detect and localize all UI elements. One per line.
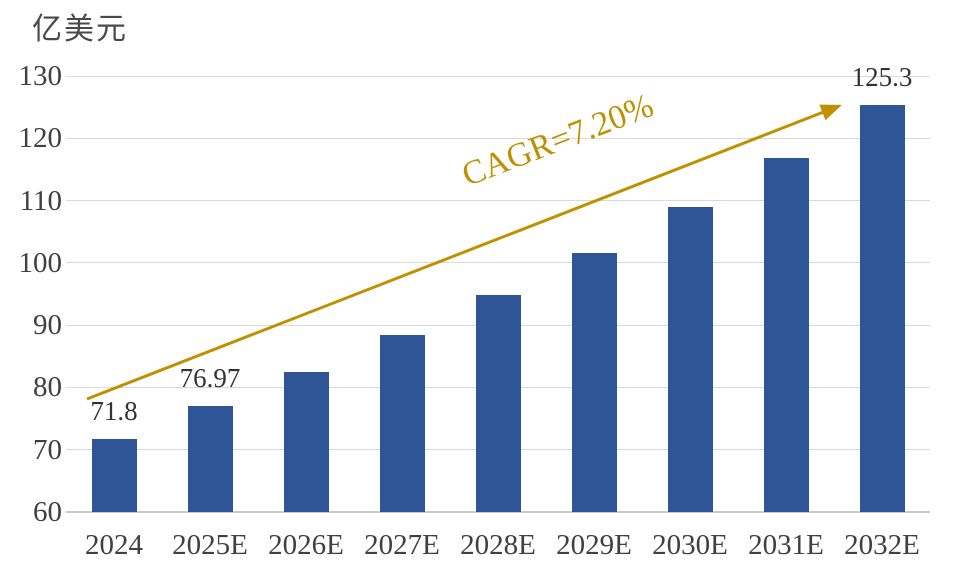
bar-value-label-2032E: 125.3 — [851, 62, 913, 93]
y-axis-tick-130: 130 — [18, 60, 63, 92]
bar-2028E — [475, 295, 521, 512]
bar-2027E — [379, 334, 425, 512]
x-axis-label-2027E: 2027E — [364, 529, 440, 561]
bar-2030E — [667, 206, 713, 512]
bar-2024 — [91, 438, 137, 512]
gridline-130 — [66, 75, 930, 77]
x-axis-label-2028E: 2028E — [460, 529, 536, 561]
y-axis-tick-80: 80 — [33, 371, 62, 404]
bar-2032E — [859, 105, 905, 512]
y-axis-tick-60: 60 — [33, 496, 62, 528]
y-axis-tick-70: 70 — [33, 433, 62, 466]
bar-value-label-2025E: 76.97 — [179, 363, 241, 394]
bar-value-label-2024: 71.8 — [90, 395, 138, 426]
bar-2031E — [763, 158, 809, 512]
y-axis-unit-label: 亿美元 — [32, 13, 128, 46]
x-axis-label-2030E: 2030E — [652, 529, 728, 561]
bar-2025E — [187, 406, 233, 512]
bar-2026E — [283, 371, 329, 512]
x-axis-label-2024: 2024 — [85, 529, 143, 561]
bar-2029E — [571, 252, 617, 512]
x-axis-label-2031E: 2031E — [748, 529, 824, 561]
y-axis-tick-120: 120 — [18, 122, 63, 155]
y-axis-tick-90: 90 — [33, 309, 62, 342]
y-axis-tick-100: 100 — [18, 246, 63, 279]
gridline-120 — [66, 137, 930, 139]
x-axis-label-2032E: 2032E — [844, 529, 920, 561]
x-axis-label-2026E: 2026E — [268, 529, 344, 561]
y-axis-tick-110: 110 — [19, 184, 62, 217]
x-axis-label-2025E: 2025E — [172, 529, 248, 561]
gridline-60 — [66, 511, 930, 513]
x-axis-label-2029E: 2029E — [556, 529, 632, 561]
